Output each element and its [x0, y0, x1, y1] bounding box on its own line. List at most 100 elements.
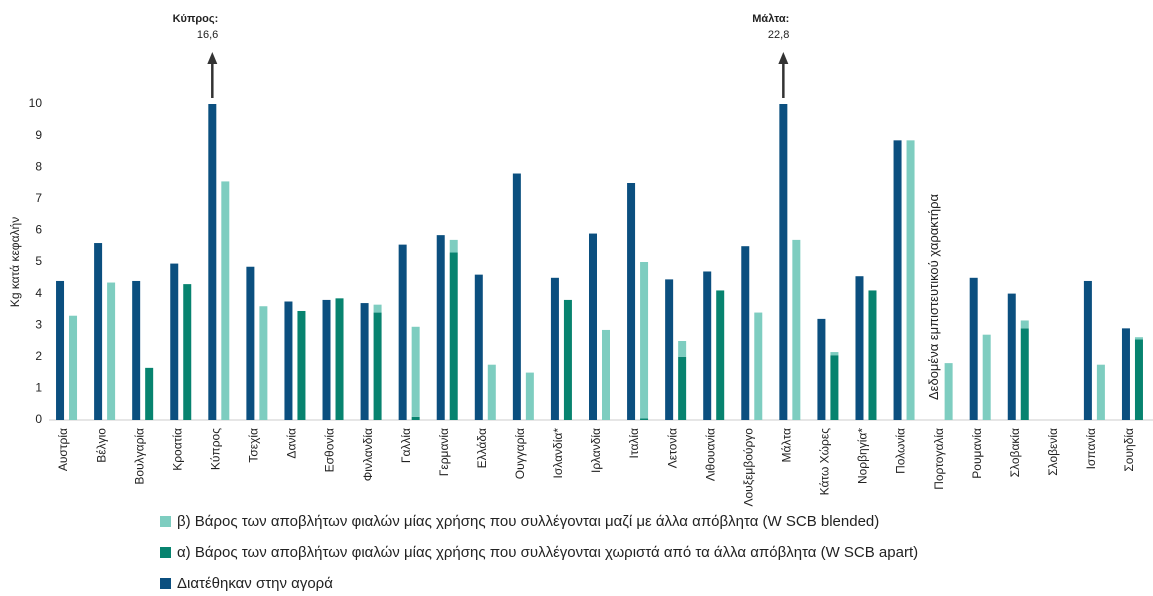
annotation-value: 16,6 [197, 29, 218, 41]
bar-segment [716, 290, 725, 420]
x-tick-label: Ουγγαρία [513, 428, 527, 479]
x-tick-label: Ελλάδα [475, 428, 489, 468]
x-tick-label: Πορτογαλία [932, 428, 946, 490]
y-tick-label: 0 [35, 412, 42, 426]
bar-segment [906, 140, 915, 420]
y-tick-label: 4 [35, 286, 42, 300]
x-tick-label: Κάτω Χώρες [818, 428, 832, 496]
bar-segment [525, 372, 534, 420]
x-tick-label: Νορβηγία* [856, 428, 870, 484]
y-tick-label: 7 [35, 191, 42, 205]
bar-segment [449, 239, 458, 253]
bar-segment [335, 298, 344, 420]
x-tick-label: Τσεχία [247, 428, 261, 463]
bar-segment [297, 310, 306, 420]
x-tick-label: Ισλανδία* [551, 428, 565, 479]
x-tick-label: Ρουμανία [970, 428, 984, 479]
bar-segment [107, 282, 116, 420]
legend-label: Διατέθηκαν στην αγορά [177, 575, 333, 592]
bar [893, 140, 902, 420]
legend-swatch [160, 547, 171, 558]
bar-segment [1020, 320, 1029, 329]
bar [56, 280, 65, 420]
x-tick-label: Λουξεμβούργο [741, 428, 755, 507]
bar [398, 244, 407, 420]
bar [703, 271, 712, 420]
arrow-head [778, 52, 789, 64]
bar [436, 235, 445, 420]
x-tick-label: Λετονία [665, 428, 679, 468]
bar-segment [1134, 337, 1143, 340]
bar [1007, 293, 1016, 420]
x-tick-label: Βουλγαρία [132, 428, 146, 485]
legend-label: α) Βάρος των αποβλήτων φιαλών μίας χρήση… [177, 544, 918, 561]
bar-segment [982, 334, 991, 420]
bar-segment [830, 352, 839, 356]
legend-label: β) Βάρος των αποβλήτων φιαλών μίας χρήση… [177, 513, 879, 530]
bar-segment [1134, 339, 1143, 420]
bar-segment [487, 364, 496, 420]
bar-segment [640, 418, 649, 420]
x-tick-label: Σλοβενία [1046, 428, 1060, 476]
y-tick-label: 5 [35, 254, 42, 268]
bar-segment [373, 312, 382, 420]
bar [550, 277, 559, 420]
y-axis-title: Kg κατά κεφαλήν [8, 217, 22, 307]
bar-segment [830, 355, 839, 420]
bar-segment [602, 329, 610, 420]
y-tick-label: 2 [35, 349, 42, 363]
bar-segment [1096, 364, 1105, 420]
x-tick-label: Αυστρία [56, 428, 70, 471]
x-tick-label: Πολωνία [894, 428, 908, 474]
x-tick-label: Εσθονία [323, 428, 337, 472]
bar [170, 263, 179, 420]
y-tick-label: 3 [35, 317, 42, 331]
arrow-head [207, 52, 218, 64]
x-tick-label: Σλοβακία [1008, 428, 1022, 477]
bar [589, 233, 597, 420]
bar-segment [69, 315, 78, 420]
bar-segment [678, 341, 687, 357]
legend-swatch [160, 516, 171, 527]
annotation-value: 22,8 [768, 29, 789, 41]
bar [94, 243, 103, 420]
bar [360, 303, 369, 420]
bar [474, 274, 483, 420]
x-tick-label: Λιθουανία [703, 428, 717, 481]
bar-segment [754, 312, 763, 420]
bar [208, 104, 217, 420]
y-tick-label: 10 [29, 96, 43, 110]
bar [779, 104, 788, 420]
bar-segment [183, 284, 192, 420]
x-tick-label: Βέλγιο [94, 428, 108, 463]
bar [284, 301, 293, 420]
x-tick-label: Γερμανία [437, 428, 451, 476]
bar [855, 276, 864, 420]
bar [1083, 280, 1092, 420]
x-tick-label: Γαλλία [399, 428, 413, 463]
y-tick-label: 8 [35, 159, 42, 173]
bar [132, 280, 141, 420]
bar-segment [944, 363, 953, 420]
bar-segment [563, 299, 572, 420]
bar [741, 246, 750, 420]
legend-swatch [160, 578, 171, 589]
bar-segment [640, 262, 649, 419]
x-tick-label: Δανία [285, 428, 299, 459]
y-tick-label: 9 [35, 128, 42, 142]
bar [817, 318, 826, 420]
x-tick-label: Ιρλανδία [589, 428, 603, 473]
bar-segment [868, 290, 877, 420]
bar-segment [259, 306, 268, 420]
x-tick-label: Ιταλία [627, 428, 641, 459]
bar-segment [1020, 328, 1029, 420]
bar-segment [145, 367, 154, 420]
y-tick-label: 1 [35, 381, 42, 395]
annotation-title: Μάλτα: [752, 13, 789, 25]
x-tick-label: Κροατία [170, 428, 184, 471]
bars [56, 104, 1143, 420]
bar-segment [792, 239, 801, 420]
bar [627, 183, 636, 420]
note: Δεδομένα εμπιστευτικού χαρακτήρα [926, 193, 941, 400]
